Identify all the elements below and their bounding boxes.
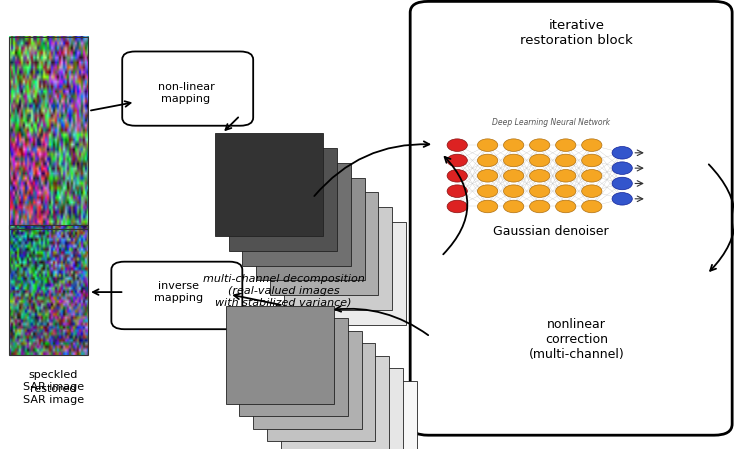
Text: nonlinear
correction
(multi-channel): nonlinear correction (multi-channel) [528,318,625,360]
Text: Gaussian denoiser: Gaussian denoiser [493,225,609,238]
FancyBboxPatch shape [410,1,732,435]
Circle shape [612,193,632,205]
Circle shape [556,185,576,198]
Text: iterative
restoration block: iterative restoration block [520,19,633,47]
Circle shape [612,177,632,190]
FancyBboxPatch shape [112,261,242,329]
Circle shape [581,170,602,182]
Circle shape [612,147,632,159]
Circle shape [581,200,602,213]
Circle shape [556,200,576,213]
FancyBboxPatch shape [294,368,403,450]
FancyBboxPatch shape [267,343,376,441]
Circle shape [504,139,524,151]
Circle shape [612,162,632,175]
Circle shape [581,139,602,151]
FancyBboxPatch shape [253,331,362,429]
FancyBboxPatch shape [228,148,337,251]
FancyBboxPatch shape [297,222,406,325]
Circle shape [556,139,576,151]
FancyBboxPatch shape [239,318,348,416]
FancyBboxPatch shape [280,356,389,450]
Circle shape [478,200,498,213]
FancyBboxPatch shape [270,192,378,295]
Circle shape [447,139,468,151]
Circle shape [447,170,468,182]
Circle shape [478,170,498,182]
Text: non-linear
mapping: non-linear mapping [158,82,214,104]
Circle shape [529,139,550,151]
Bar [9,225,88,355]
Circle shape [447,154,468,167]
FancyBboxPatch shape [242,163,351,266]
Circle shape [529,154,550,167]
Circle shape [529,185,550,198]
Circle shape [556,154,576,167]
Circle shape [556,170,576,182]
Circle shape [504,154,524,167]
FancyBboxPatch shape [283,207,392,310]
Bar [9,37,88,230]
Circle shape [447,185,468,198]
Text: Deep Learning Neural Network: Deep Learning Neural Network [493,117,610,126]
FancyBboxPatch shape [123,51,253,126]
FancyBboxPatch shape [256,178,365,280]
Circle shape [581,154,602,167]
Circle shape [504,200,524,213]
Circle shape [447,200,468,213]
FancyBboxPatch shape [215,133,324,236]
Text: speckled
SAR image: speckled SAR image [23,370,84,392]
FancyBboxPatch shape [225,306,334,404]
Circle shape [478,185,498,198]
Circle shape [478,139,498,151]
Circle shape [478,154,498,167]
Text: multi-channel decomposition
(real-valued images
with stabilized variance): multi-channel decomposition (real-valued… [203,274,365,307]
FancyBboxPatch shape [308,381,417,450]
Text: inverse
mapping: inverse mapping [154,281,203,303]
Circle shape [504,185,524,198]
Circle shape [529,170,550,182]
Text: restored
SAR image: restored SAR image [23,384,84,405]
Circle shape [529,200,550,213]
Circle shape [504,170,524,182]
Circle shape [581,185,602,198]
